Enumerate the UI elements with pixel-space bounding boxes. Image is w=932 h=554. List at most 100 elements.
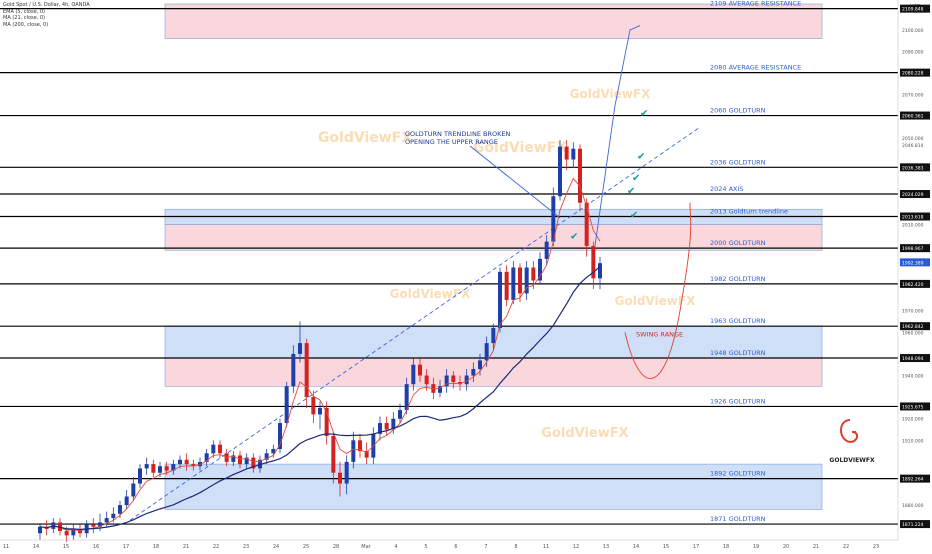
candle-body: [324, 407, 329, 436]
price-axis-tag: [900, 68, 930, 77]
candle-body: [211, 444, 216, 454]
indicator-ma21: MA (21, close, 0): [3, 15, 46, 21]
time-axis-label: 6: [454, 544, 457, 550]
level-label: 2024 AXIS: [710, 185, 744, 193]
price-axis-label: 1960.000: [902, 330, 924, 336]
zone-5: [164, 463, 823, 510]
candle: [518, 263, 522, 303]
swing-range-label: SWING RANGE: [636, 331, 683, 339]
candle-body: [158, 466, 162, 473]
candle: [598, 256, 602, 290]
time-axis-label: 5: [424, 544, 427, 550]
candle: [458, 375, 462, 391]
level-label: 2109 AVERAGE RESISTANCE: [710, 0, 801, 8]
candle-body: [38, 526, 42, 534]
candle-body: [458, 382, 462, 385]
price-axis-tag: [900, 354, 930, 363]
price-axis-label: 1880.000: [902, 503, 924, 509]
time-axis-label: 25: [303, 544, 309, 550]
projection-arrow-up: [594, 25, 641, 246]
candle: [571, 142, 576, 169]
price-axis-label: 1910.000: [902, 438, 924, 444]
watermark-text: GoldViewFX: [390, 287, 471, 301]
candle: [124, 490, 129, 510]
candle-body: [98, 522, 102, 527]
candle: [451, 371, 456, 389]
candle-body: [311, 397, 316, 415]
candle: [491, 323, 496, 350]
time-axis-label: 17: [693, 544, 699, 550]
candle-body: [491, 328, 496, 344]
level-label: 1926 GOLDTURN: [710, 397, 766, 405]
candle-body: [584, 202, 589, 246]
candle-body: [131, 483, 136, 497]
goldviewfx-logo-icon: [840, 419, 858, 444]
level-label: 1982 GOLDTURN: [710, 275, 766, 283]
candle: [251, 453, 256, 473]
candle-body: [271, 448, 276, 454]
time-axis-label: 24: [273, 544, 279, 550]
candle-body: [558, 146, 562, 197]
price-axis-tag: [900, 244, 930, 253]
candle-body: [151, 464, 156, 473]
candle: [144, 457, 149, 475]
candle-body: [431, 384, 436, 393]
projection-swing: [624, 202, 692, 379]
candle-body: [198, 461, 202, 467]
candle-body: [518, 267, 522, 294]
candle: [358, 433, 362, 458]
time-axis-label: 14: [633, 544, 639, 550]
candle-body: [598, 263, 602, 279]
price-axis-label: 2050.000: [902, 136, 924, 142]
candle-body: [464, 375, 469, 385]
candle: [304, 338, 309, 408]
candle-body: [184, 459, 189, 465]
price-axis-label: 1940.000: [902, 374, 924, 380]
candle-body: [298, 343, 302, 354]
time-axis-label: 18: [153, 544, 159, 550]
candle-body: [338, 472, 342, 484]
candle-body: [238, 455, 242, 465]
candle-body: [218, 444, 222, 454]
candle-body: [451, 375, 456, 382]
price-axis-label: 2024.029: [902, 192, 924, 198]
candle-body: [171, 464, 176, 471]
time-axis-label: 23: [873, 544, 879, 550]
price-axis-tag: [900, 279, 930, 288]
watermark-text: GoldViewFX: [615, 294, 696, 308]
checkmark-icon: ✔: [637, 152, 645, 163]
candle-body: [591, 245, 596, 279]
candle: [198, 457, 202, 471]
checkmark-icon: ✔: [630, 210, 638, 221]
price-axis-label: 2100.000: [902, 28, 924, 34]
candle: [398, 403, 402, 424]
candle-body: [224, 453, 229, 462]
candle: [564, 140, 569, 171]
price-axis-tag: [900, 402, 930, 411]
candle-body: [538, 258, 542, 281]
time-axis-label: 20: [783, 544, 789, 550]
candle-body: [511, 267, 516, 300]
candle: [184, 453, 189, 471]
candle-body: [358, 440, 362, 452]
candle: [584, 198, 589, 257]
candle: [138, 464, 142, 488]
candle: [264, 448, 269, 465]
candle-body: [551, 196, 556, 242]
candle: [211, 440, 216, 458]
candle-body: [111, 513, 116, 519]
candle: [324, 401, 329, 445]
candle: [331, 431, 336, 484]
candle-body: [331, 436, 336, 473]
price-axis-label: 1998.967: [902, 246, 924, 252]
candle-body: [544, 241, 549, 259]
candle: [351, 431, 356, 469]
logo-text: GOLDVIEWFX: [829, 457, 875, 464]
price-axis-label: 2080.228: [902, 71, 924, 77]
candle: [238, 451, 242, 469]
watermark-text: GoldViewFX: [473, 140, 567, 156]
zone-4: [164, 357, 823, 387]
candle: [524, 261, 529, 300]
candle: [444, 369, 449, 393]
